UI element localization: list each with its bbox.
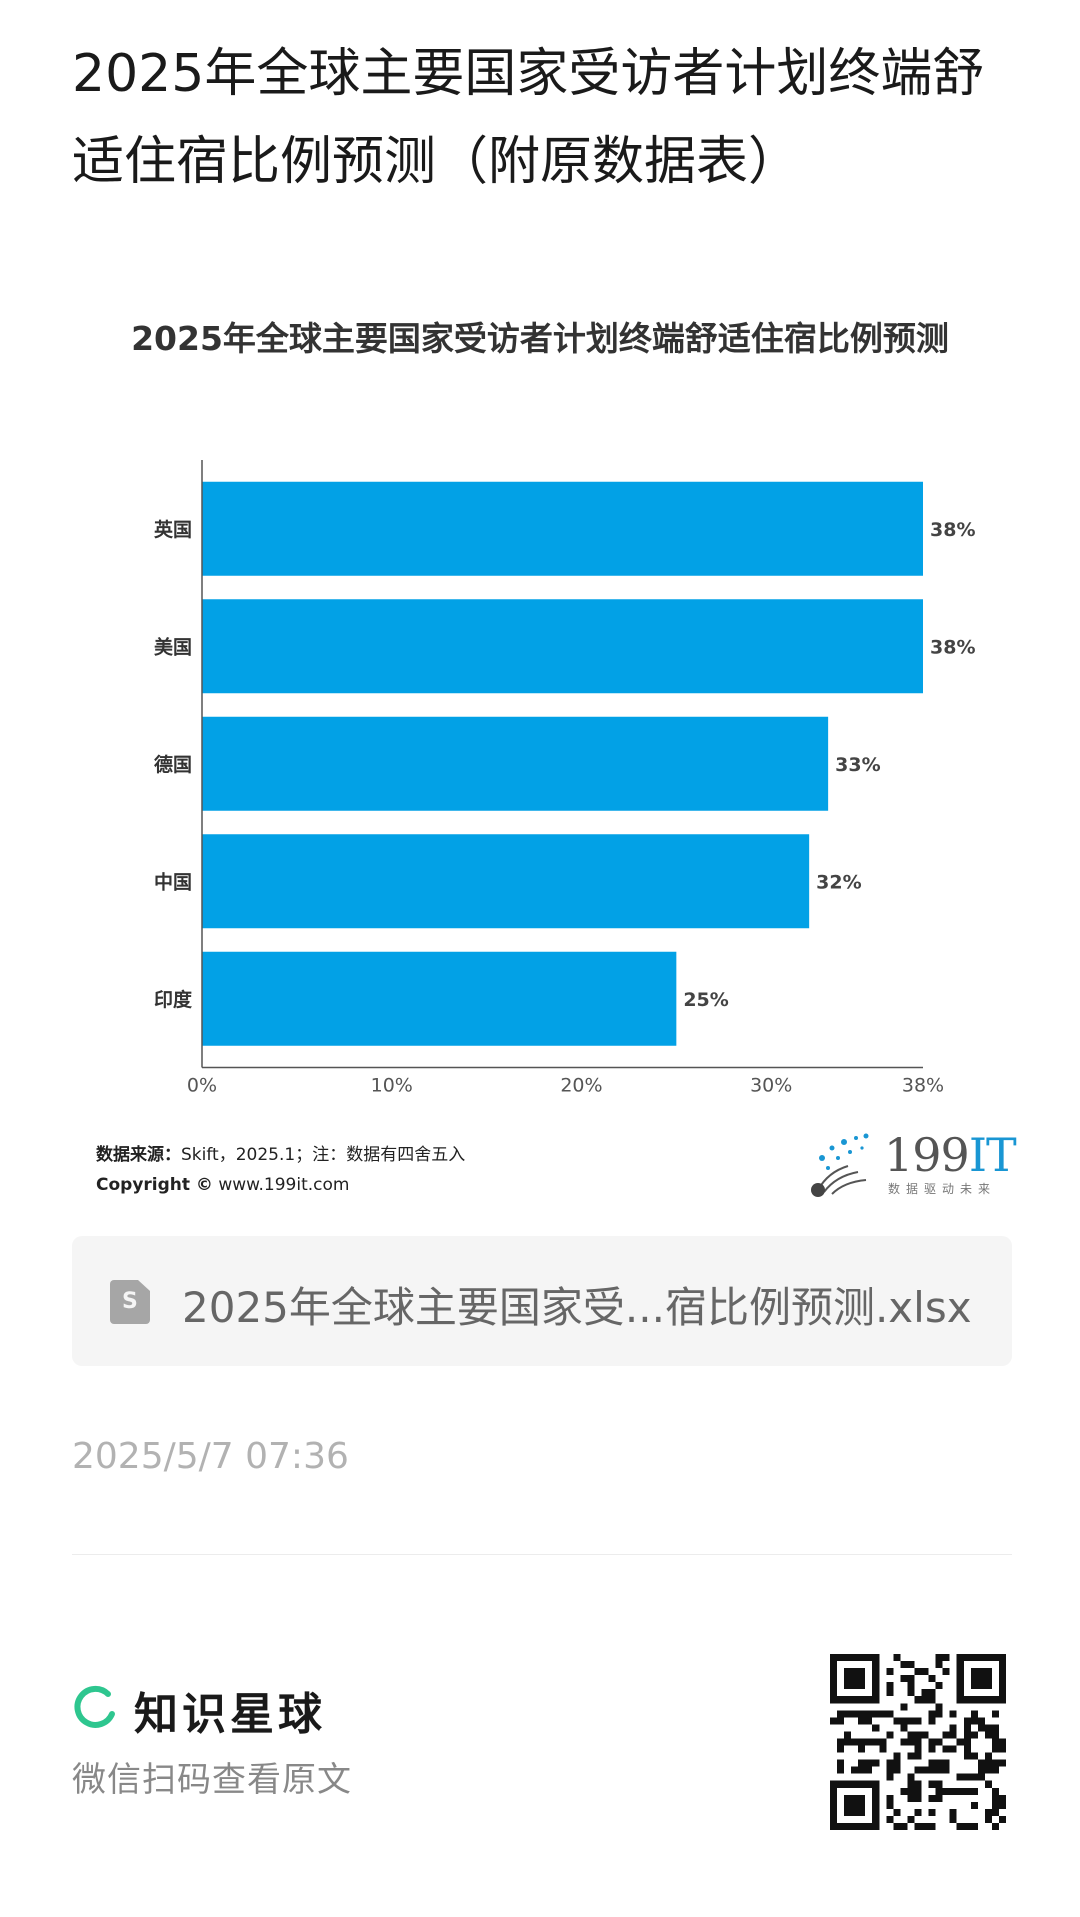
attachment-file-name[interactable]: 2025年全球主要国家受...宿比例预测.xlsx — [182, 1283, 972, 1332]
brand-name: 知识星球 — [134, 1689, 326, 1740]
bar-chart: 英国 38% 美国 38% 德国 33% 中国 32% 印度 25% 0% 10% 20% 30% 38% — [154, 460, 975, 1097]
data-label: 38% — [930, 636, 975, 658]
chart-title: 2025年全球主要国家受访者计划终端舒适住宿比例预测 — [131, 319, 949, 358]
x-tick-label: 38% — [902, 1075, 944, 1097]
data-label: 33% — [835, 754, 880, 776]
bar — [202, 481, 923, 576]
bar — [202, 599, 923, 694]
logo-it: IT — [968, 1128, 1017, 1182]
source-text: Skift，2025.1；注：数据有四舍五入 — [181, 1145, 466, 1165]
copyright-label: Copyright © — [96, 1175, 213, 1195]
logo-dots-icon — [811, 1133, 869, 1197]
data-label: 32% — [816, 871, 861, 893]
category-label: 美国 — [154, 635, 192, 658]
page-title: 2025年全球主要国家受访者计划终端舒适住宿比例预测（附原数据表） — [72, 44, 985, 192]
zsxq-logo-icon — [74, 1685, 115, 1728]
data-label: 38% — [930, 519, 975, 541]
x-tick-label: 10% — [371, 1075, 413, 1097]
attachment-file-card[interactable]: S 2025年全球主要国家受...宿比例预测.xlsx — [72, 1236, 1012, 1366]
bar — [202, 716, 829, 811]
data-source-note: 数据来源：Skift，2025.1；注：数据有四舍五入 Copyright © … — [96, 1140, 465, 1200]
logo-tagline: 数据驱动未来 — [888, 1182, 997, 1196]
bar — [202, 834, 810, 929]
divider — [72, 1554, 1012, 1555]
category-label: 德国 — [154, 753, 192, 776]
x-tick-label: 0% — [187, 1075, 217, 1097]
x-tick-label: 20% — [560, 1075, 602, 1097]
source-label: 数据来源： — [96, 1145, 181, 1165]
category-label: 印度 — [154, 988, 193, 1011]
copyright-url: www.199it.com — [212, 1175, 350, 1195]
bar — [202, 951, 677, 1046]
category-label: 英国 — [154, 518, 192, 541]
spreadsheet-file-icon: S — [110, 1280, 150, 1324]
publish-timestamp: 2025/5/7 07:36 — [72, 1436, 349, 1477]
logo-number: 199 — [884, 1128, 970, 1182]
category-label: 中国 — [154, 870, 192, 893]
scan-hint: 微信扫码查看原文 — [72, 1760, 352, 1800]
x-tick-label: 30% — [750, 1075, 792, 1097]
199it-logo: 199IT 数据驱动未来 — [808, 1128, 1017, 1198]
qr-code[interactable] — [830, 1654, 1006, 1830]
data-label: 25% — [683, 989, 728, 1011]
